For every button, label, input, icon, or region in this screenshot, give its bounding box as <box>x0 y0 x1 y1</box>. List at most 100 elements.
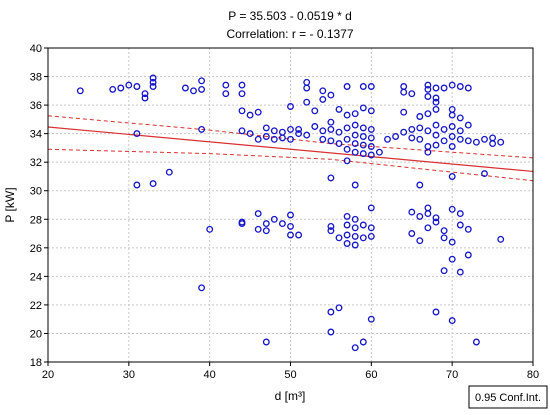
data-point <box>109 85 117 93</box>
data-point <box>424 81 432 89</box>
data-point <box>335 105 343 113</box>
data-point <box>303 84 311 92</box>
data-point <box>432 214 440 222</box>
data-point <box>424 85 432 93</box>
data-point <box>351 148 359 156</box>
data-point <box>367 232 375 240</box>
data-point <box>319 95 327 103</box>
x-axis-label: d [m³] <box>275 389 306 403</box>
data-point <box>343 240 351 247</box>
data-point <box>481 135 488 143</box>
y-tick-label: 28 <box>30 214 42 226</box>
data-point <box>198 284 206 292</box>
data-point <box>359 234 367 242</box>
data-point <box>472 138 480 146</box>
data-point <box>198 77 206 85</box>
data-point <box>238 81 246 89</box>
data-point <box>149 74 157 82</box>
data-point <box>440 84 448 92</box>
data-point <box>432 141 440 149</box>
data-point <box>327 174 335 182</box>
data-point <box>351 344 359 352</box>
data-point <box>432 105 440 113</box>
data-point <box>303 131 311 139</box>
data-point <box>464 84 472 92</box>
data-point <box>351 121 359 129</box>
data-point <box>295 130 303 138</box>
data-point <box>416 113 424 120</box>
data-point <box>384 135 391 143</box>
data-point <box>125 81 133 89</box>
data-point <box>456 210 464 218</box>
chart-subtitle: Correlation: r = - 0.1377 <box>226 27 353 41</box>
data-point <box>448 143 456 150</box>
y-tick-label: 26 <box>30 243 42 255</box>
data-point <box>270 127 278 135</box>
data-point <box>481 170 488 178</box>
data-point <box>270 135 278 143</box>
data-point <box>343 221 351 229</box>
data-point <box>343 157 351 165</box>
data-point <box>254 225 262 233</box>
data-point <box>359 133 367 140</box>
data-point <box>432 131 440 139</box>
x-tick-label: 30 <box>123 369 135 381</box>
data-point <box>424 210 432 218</box>
data-point <box>222 90 230 98</box>
data-point <box>287 103 294 110</box>
data-point <box>400 128 408 136</box>
data-point <box>497 235 505 243</box>
data-point <box>472 338 480 346</box>
data-points <box>76 74 505 352</box>
data-point <box>416 124 424 132</box>
data-point <box>351 232 359 240</box>
data-point <box>351 181 359 189</box>
data-point <box>198 125 206 133</box>
y-tick-label: 40 <box>30 43 42 55</box>
data-point <box>432 308 440 316</box>
data-point <box>424 224 432 232</box>
data-point <box>262 124 270 132</box>
data-point <box>327 118 335 126</box>
data-point <box>416 237 424 245</box>
data-point <box>335 128 343 136</box>
data-point <box>343 83 351 90</box>
data-point <box>416 181 424 189</box>
data-point <box>319 87 327 95</box>
data-point <box>400 108 408 116</box>
y-tick-label: 36 <box>30 100 42 112</box>
data-point <box>432 121 440 129</box>
legend-box <box>468 385 548 409</box>
data-point <box>448 238 456 246</box>
data-point <box>262 133 270 140</box>
data-point <box>287 231 294 239</box>
y-tick-label: 22 <box>30 300 42 312</box>
data-point <box>392 133 400 140</box>
data-point <box>456 127 464 135</box>
data-point <box>327 125 335 133</box>
data-point <box>133 181 141 189</box>
y-tick-label: 20 <box>30 328 42 340</box>
data-point <box>149 78 157 86</box>
data-point <box>424 127 432 135</box>
data-point <box>432 84 440 92</box>
data-point <box>181 84 189 92</box>
data-point <box>351 241 359 249</box>
data-point <box>141 94 149 102</box>
data-point <box>464 251 472 259</box>
data-point <box>335 304 343 312</box>
data-point <box>287 135 294 143</box>
data-point <box>327 137 335 145</box>
data-point <box>287 125 294 133</box>
data-point <box>343 124 351 132</box>
data-point <box>246 111 254 119</box>
confidence-lower-line <box>47 148 534 182</box>
data-point <box>440 234 448 242</box>
data-point <box>448 317 456 325</box>
data-point <box>359 150 367 158</box>
data-point <box>351 140 359 148</box>
data-point <box>287 222 294 230</box>
data-point <box>327 91 335 99</box>
data-point <box>149 180 157 188</box>
